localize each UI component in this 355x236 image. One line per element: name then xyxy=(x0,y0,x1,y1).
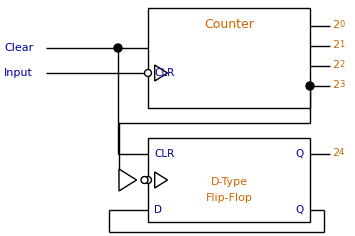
Text: 2: 2 xyxy=(332,80,339,90)
Text: Flip-Flop: Flip-Flop xyxy=(206,193,252,203)
Polygon shape xyxy=(119,169,137,191)
Text: CLR: CLR xyxy=(154,68,174,78)
Text: Q: Q xyxy=(296,149,304,159)
Text: 2: 2 xyxy=(332,60,339,70)
Circle shape xyxy=(144,69,152,76)
Circle shape xyxy=(306,82,314,90)
Text: D-Type: D-Type xyxy=(211,177,247,187)
Text: 2: 2 xyxy=(339,60,344,69)
Bar xyxy=(148,138,310,222)
Text: 2: 2 xyxy=(332,148,339,158)
Circle shape xyxy=(141,177,148,184)
Text: Q: Q xyxy=(296,205,304,215)
Text: D: D xyxy=(154,205,162,215)
Text: 1: 1 xyxy=(339,40,344,49)
Text: 4: 4 xyxy=(339,148,344,157)
Text: Clear: Clear xyxy=(4,43,33,53)
Text: 2: 2 xyxy=(332,20,339,30)
Circle shape xyxy=(144,177,152,184)
Polygon shape xyxy=(155,172,168,188)
Text: CLR: CLR xyxy=(154,149,174,159)
Text: 3: 3 xyxy=(339,80,344,89)
Text: 2: 2 xyxy=(332,40,339,50)
Text: Input: Input xyxy=(4,68,33,78)
Polygon shape xyxy=(155,65,168,81)
Circle shape xyxy=(114,44,122,52)
Text: 0: 0 xyxy=(339,20,344,29)
Bar xyxy=(148,8,310,108)
Text: Counter: Counter xyxy=(204,17,254,30)
